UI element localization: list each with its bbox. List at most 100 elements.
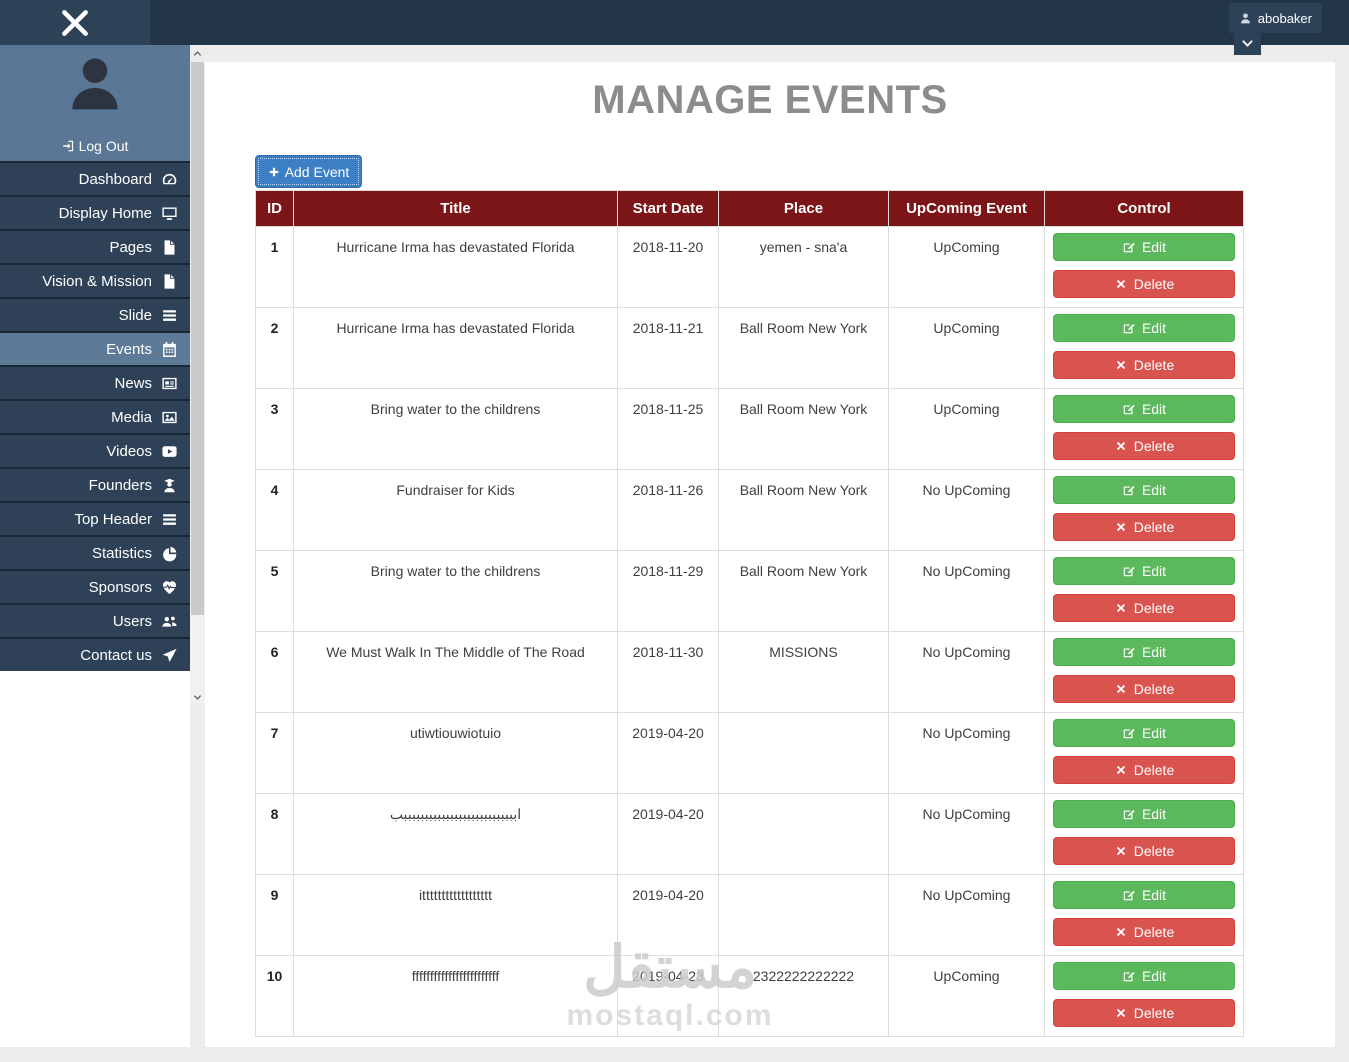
- delete-button[interactable]: Delete: [1053, 837, 1235, 865]
- page-title: MANAGE EVENTS: [592, 78, 948, 122]
- sidebar-item-dashboard[interactable]: Dashboard: [0, 161, 190, 195]
- add-event-button[interactable]: Add Event: [255, 155, 362, 188]
- delete-button[interactable]: Delete: [1053, 675, 1235, 703]
- event-title: We Must Walk In The Middle of The Road: [293, 631, 618, 713]
- edit-icon: [1122, 402, 1136, 416]
- delete-button[interactable]: Delete: [1053, 756, 1235, 784]
- edit-button[interactable]: Edit: [1053, 962, 1235, 990]
- user-menu[interactable]: abobaker: [1228, 3, 1322, 33]
- delete-icon: [1114, 844, 1128, 858]
- sidebar-item-statistics[interactable]: Statistics: [0, 535, 190, 569]
- edit-icon: [1122, 321, 1136, 335]
- event-controls: Edit Delete: [1044, 631, 1244, 713]
- sidebar-item-media[interactable]: Media: [0, 399, 190, 433]
- event-id: 6: [255, 631, 294, 713]
- edit-button[interactable]: Edit: [1053, 800, 1235, 828]
- event-upcoming: No UpComing: [888, 631, 1045, 713]
- event-controls: Edit Delete: [1044, 874, 1244, 956]
- delete-button[interactable]: Delete: [1053, 918, 1235, 946]
- edit-button[interactable]: Edit: [1053, 557, 1235, 585]
- calendar-icon: [161, 341, 178, 358]
- sidebar-item-videos[interactable]: Videos: [0, 433, 190, 467]
- event-upcoming: No UpComing: [888, 550, 1045, 632]
- delete-icon: [1114, 520, 1128, 534]
- chevron-down-icon: [193, 693, 202, 702]
- edit-button[interactable]: Edit: [1053, 476, 1235, 504]
- event-start-date: 2019-04-20: [617, 874, 719, 956]
- event-place: 2322222222222: [718, 955, 889, 1037]
- delete-icon: [1114, 601, 1128, 615]
- sidebar-item-display-home[interactable]: Display Home: [0, 195, 190, 229]
- edit-button[interactable]: Edit: [1053, 314, 1235, 342]
- table-row: 10 ffffffffffffffffffffffff 2019-04-23 2322…: [255, 955, 1244, 1037]
- edit-button-label: Edit: [1141, 644, 1167, 660]
- delete-button-label: Delete: [1133, 1005, 1175, 1021]
- event-controls: Edit Delete: [1044, 793, 1244, 875]
- event-id: 9: [255, 874, 294, 956]
- scroll-down-button[interactable]: [190, 689, 205, 705]
- sidebar-item-vision-mission[interactable]: Vision & Mission: [0, 263, 190, 297]
- sidebar-item-sponsors[interactable]: Sponsors: [0, 569, 190, 603]
- sidebar-item-top-header[interactable]: Top Header: [0, 501, 190, 535]
- column-header: Start Date: [617, 190, 719, 227]
- table-row: 8 ابببببببببببببببببببببببببببب 2019-04-20…: [255, 793, 1244, 875]
- content-panel: MANAGE EVENTS Add Event ID Title Start Dat…: [205, 62, 1335, 1047]
- user-menu-caret[interactable]: [1234, 31, 1261, 55]
- delete-button[interactable]: Delete: [1053, 270, 1235, 298]
- sidebar-item-label: Dashboard: [78, 170, 152, 188]
- delete-button[interactable]: Delete: [1053, 432, 1235, 460]
- delete-button-label: Delete: [1133, 276, 1175, 292]
- event-id: 1: [255, 226, 294, 308]
- scrollbar-thumb[interactable]: [191, 62, 204, 615]
- profile-section: Log Out: [0, 45, 190, 161]
- edit-button[interactable]: Edit: [1053, 638, 1235, 666]
- close-icon: [58, 6, 92, 40]
- event-upcoming: No UpComing: [888, 469, 1045, 551]
- event-id: 7: [255, 712, 294, 794]
- sidebar-item-events[interactable]: Events: [0, 331, 190, 365]
- file-icon: [161, 239, 178, 256]
- event-place: [718, 793, 889, 875]
- sidebar-item-label: Events: [106, 340, 152, 358]
- delete-button[interactable]: Delete: [1053, 513, 1235, 541]
- edit-icon: [1122, 240, 1136, 254]
- sidebar-item-founders[interactable]: Founders: [0, 467, 190, 501]
- delete-button-label: Delete: [1133, 600, 1175, 616]
- sidebar-item-news[interactable]: News: [0, 365, 190, 399]
- sidebar-item-users[interactable]: Users: [0, 603, 190, 637]
- event-upcoming: No UpComing: [888, 712, 1045, 794]
- sidebar-item-label: Founders: [88, 476, 152, 494]
- sidebar: Log Out Dashboard Display Home Pages Vision…: [0, 45, 190, 671]
- edit-button[interactable]: Edit: [1053, 719, 1235, 747]
- edit-button[interactable]: Edit: [1053, 395, 1235, 423]
- delete-button[interactable]: Delete: [1053, 594, 1235, 622]
- content-scrollbar[interactable]: [190, 45, 205, 705]
- event-controls: Edit Delete: [1044, 712, 1244, 794]
- dashboard-icon: [161, 171, 178, 188]
- logout-button[interactable]: Log Out: [0, 138, 190, 154]
- sidebar-item-label: Users: [112, 612, 152, 630]
- event-title: Hurricane Irma has devastated Florida: [293, 226, 618, 308]
- delete-icon: [1114, 358, 1128, 372]
- event-controls: Edit Delete: [1044, 388, 1244, 470]
- sidebar-item-contact-us[interactable]: Contact us: [0, 637, 190, 671]
- edit-button-label: Edit: [1141, 806, 1167, 822]
- event-upcoming: UpComing: [888, 388, 1045, 470]
- delete-button[interactable]: Delete: [1053, 999, 1235, 1027]
- sidebar-item-label: News: [114, 374, 152, 392]
- delete-icon: [1114, 277, 1128, 291]
- sidebar-item-pages[interactable]: Pages: [0, 229, 190, 263]
- scroll-up-button[interactable]: [190, 45, 205, 61]
- image-icon: [161, 409, 178, 426]
- sidebar-item-slide[interactable]: Slide: [0, 297, 190, 331]
- sidebar-toggle-button[interactable]: [0, 0, 150, 45]
- delete-button[interactable]: Delete: [1053, 351, 1235, 379]
- edit-button[interactable]: Edit: [1053, 881, 1235, 909]
- bars-icon: [161, 307, 178, 324]
- edit-icon: [1122, 564, 1136, 578]
- logout-icon: [62, 139, 76, 153]
- topbar: abobaker: [0, 0, 1349, 45]
- edit-button[interactable]: Edit: [1053, 233, 1235, 261]
- event-place: [718, 874, 889, 956]
- username: abobaker: [1257, 10, 1312, 26]
